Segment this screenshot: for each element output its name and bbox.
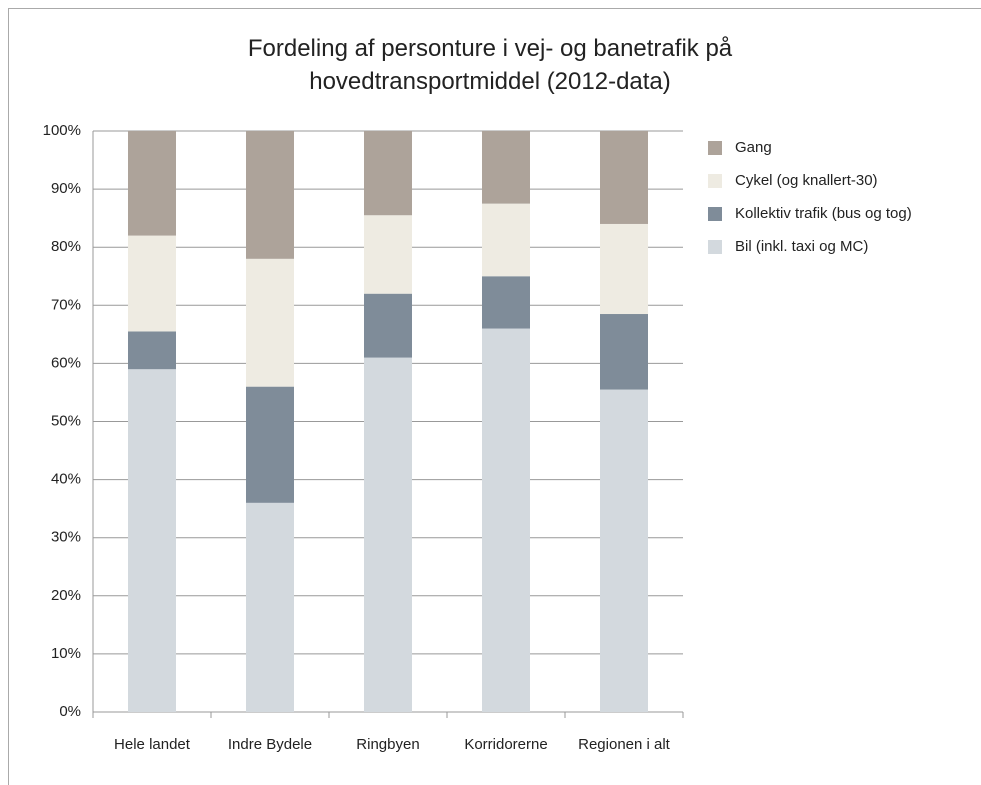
legend-swatch: [708, 240, 722, 254]
y-tick-label: 90%: [51, 180, 81, 197]
bar-segment: [246, 258, 294, 387]
legend-swatch: [708, 174, 722, 188]
y-tick-label: 10%: [51, 645, 81, 662]
y-tick-label: 80%: [51, 238, 81, 255]
x-tick-label: Korridorerne: [464, 736, 548, 753]
bar-segment: [128, 131, 176, 236]
bar-segment: [128, 331, 176, 370]
y-tick-label: 100%: [43, 122, 81, 139]
legend-label: Gang: [735, 139, 772, 156]
bar-segment: [364, 131, 412, 216]
y-tick-label: 20%: [51, 587, 81, 604]
bar-segment: [600, 131, 648, 224]
bar-segment: [482, 203, 530, 277]
bar-segment: [128, 369, 176, 712]
x-tick-label: Indre Bydele: [227, 736, 313, 753]
x-tick-label: Regionen i alt: [578, 736, 670, 753]
bar-segment: [482, 328, 530, 712]
bar-segment: [128, 235, 176, 332]
legend-label: Cykel (og knallert-30): [735, 172, 878, 189]
chart-frame: [8, 8, 981, 785]
y-tick-label: 70%: [51, 296, 81, 313]
x-tick-label: Ringbyen: [356, 736, 420, 753]
legend-swatch: [708, 141, 722, 155]
y-tick-label: 40%: [51, 471, 81, 488]
y-tick-label: 0%: [59, 703, 81, 720]
bar-segment: [364, 357, 412, 712]
bar-segment: [600, 223, 648, 315]
legend-label: Bil (inkl. taxi og MC): [735, 238, 868, 255]
bar-segment: [246, 386, 294, 503]
bar-segment: [246, 131, 294, 259]
bar-segment: [600, 389, 648, 712]
bar-segment: [482, 276, 530, 329]
bar-segment: [364, 293, 412, 358]
bar-segment: [364, 215, 412, 294]
legend-label: Kollektiv trafik (bus og tog): [735, 205, 912, 222]
x-tick-label: Hele landet: [114, 736, 190, 753]
legend-swatch: [708, 207, 722, 221]
bar-segment: [246, 502, 294, 712]
chart-title: Fordeling af personture i vej- og banetr…: [247, 35, 733, 95]
bar-segment: [482, 131, 530, 204]
y-tick-label: 50%: [51, 412, 81, 429]
bar-segment: [600, 314, 648, 390]
y-tick-label: 60%: [51, 354, 81, 371]
y-tick-label: 30%: [51, 529, 81, 546]
